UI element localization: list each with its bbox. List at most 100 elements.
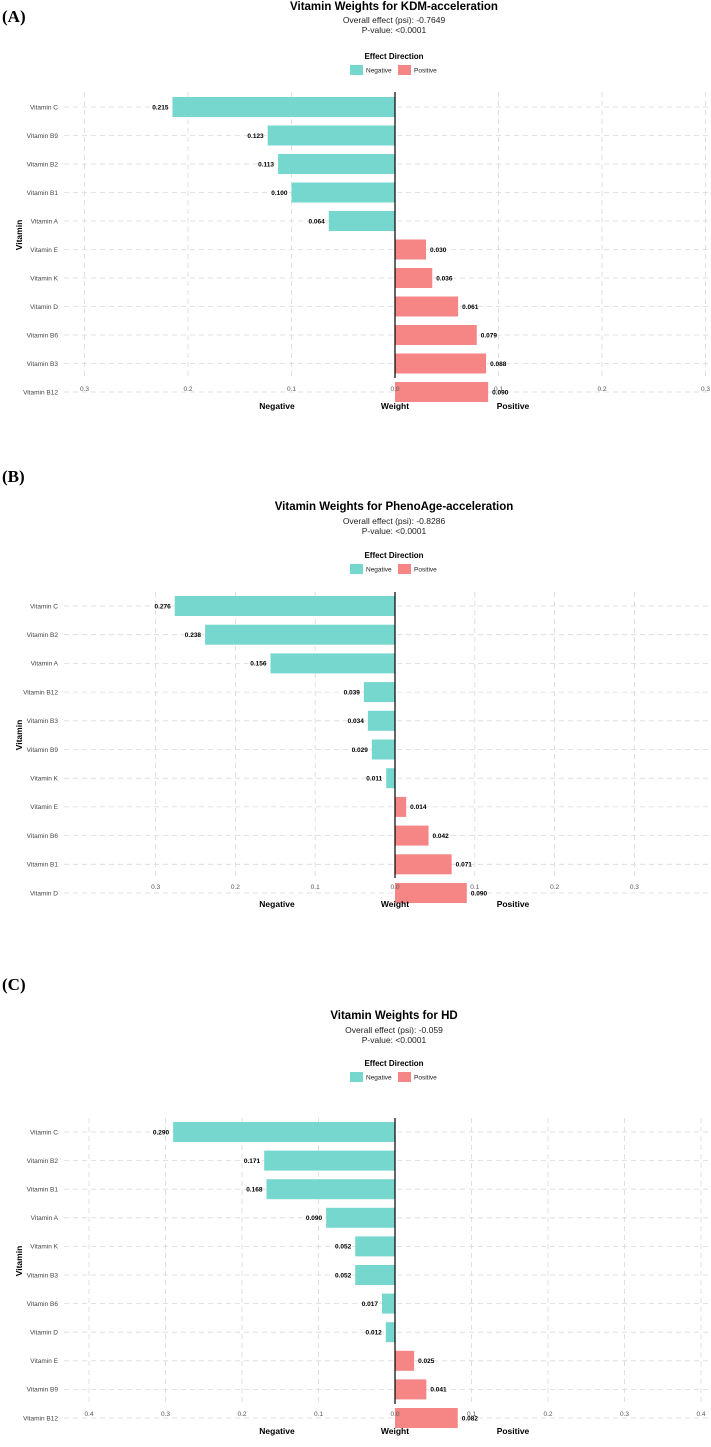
data-label: 0.088 bbox=[490, 361, 507, 368]
data-label: 0.064 bbox=[308, 218, 325, 225]
chart-subtitle-effect: Overall effect (psi): -0.8286 bbox=[343, 516, 446, 526]
category-label: Vitamin C bbox=[30, 1129, 58, 1136]
x-axis-positive-label: Positive bbox=[497, 1426, 530, 1436]
category-label: Vitamin B3 bbox=[27, 361, 59, 368]
category-label: Vitamin B2 bbox=[27, 632, 59, 639]
x-tick-label: 0.0 bbox=[390, 884, 399, 891]
bar-vitamin-c bbox=[172, 97, 395, 117]
data-label: 0.090 bbox=[306, 1215, 323, 1222]
category-label: Vitamin C bbox=[30, 104, 58, 111]
data-label: 0.011 bbox=[366, 776, 382, 783]
bar-vitamin-k bbox=[355, 1236, 395, 1257]
x-axis-negative-label: Negative bbox=[259, 401, 295, 411]
data-label: 0.014 bbox=[410, 804, 427, 811]
data-label: 0.168 bbox=[246, 1187, 263, 1194]
category-label: Vitamin D bbox=[30, 890, 58, 897]
chart-title: Vitamin Weights for HD bbox=[330, 1010, 457, 1022]
legend-swatch-negative bbox=[350, 564, 363, 574]
chart-title: Vitamin Weights for PhenoAge-acceleratio… bbox=[275, 501, 514, 513]
bar-vitamin-d bbox=[395, 883, 467, 903]
legend-label-negative: Negative bbox=[366, 1075, 392, 1082]
bar-vitamin-b6 bbox=[395, 325, 477, 345]
bar-vitamin-b6 bbox=[381, 1293, 395, 1314]
category-label: Vitamin D bbox=[30, 1330, 58, 1337]
data-label: 0.123 bbox=[247, 133, 264, 140]
category-label: Vitamin E bbox=[30, 247, 58, 254]
data-label: 0.041 bbox=[430, 1387, 447, 1394]
x-tick-label: 0.0 bbox=[390, 1411, 399, 1418]
category-label: Vitamin K bbox=[30, 1244, 58, 1251]
legend-swatch-negative bbox=[350, 65, 363, 75]
data-label: 0.025 bbox=[418, 1358, 435, 1365]
data-label: 0.290 bbox=[153, 1129, 170, 1136]
category-label: Vitamin K bbox=[30, 776, 58, 783]
legend-title: Effect Direction bbox=[364, 52, 423, 61]
bar-vitamin-b1 bbox=[266, 1179, 395, 1200]
data-label: 0.238 bbox=[185, 632, 202, 639]
data-label: 0.012 bbox=[366, 1330, 383, 1337]
category-label: Vitamin B1 bbox=[27, 1187, 59, 1194]
bar-vitamin-c bbox=[173, 1122, 395, 1142]
bar-vitamin-b12 bbox=[363, 682, 395, 703]
x-tick-label: 0.1 bbox=[314, 1411, 323, 1418]
category-label: Vitamin B9 bbox=[27, 747, 59, 754]
category-label: Vitamin B6 bbox=[27, 332, 59, 339]
category-label: Vitamin B3 bbox=[27, 1272, 59, 1279]
data-label: 0.100 bbox=[271, 190, 288, 197]
bar-vitamin-b2 bbox=[264, 1150, 395, 1171]
x-axis-title: Weight bbox=[381, 1426, 409, 1436]
category-label: Vitamin A bbox=[31, 661, 59, 668]
bar-vitamin-e bbox=[395, 796, 407, 817]
x-tick-label: 0.3 bbox=[630, 884, 639, 891]
bar-vitamin-a bbox=[328, 211, 395, 231]
category-label: Vitamin B12 bbox=[23, 1415, 58, 1422]
chart-subtitle-effect: Overall effect (psi): -0.7649 bbox=[343, 15, 446, 25]
y-axis-title: Vitamin bbox=[14, 720, 24, 751]
bar-vitamin-b9 bbox=[395, 1379, 427, 1400]
data-label: 0.113 bbox=[258, 161, 274, 168]
x-axis-positive-label: Positive bbox=[497, 401, 530, 411]
x-tick-label: 0.2 bbox=[550, 884, 559, 891]
legend-label-positive: Positive bbox=[414, 567, 437, 574]
data-label: 0.082 bbox=[462, 1415, 479, 1422]
data-label: 0.071 bbox=[456, 862, 473, 869]
x-tick-label: 0.3 bbox=[161, 1411, 170, 1418]
category-label: Vitamin B1 bbox=[27, 862, 59, 869]
x-axis-title: Weight bbox=[381, 899, 409, 909]
data-label: 0.042 bbox=[433, 833, 450, 840]
legend-title: Effect Direction bbox=[364, 551, 423, 560]
data-label: 0.030 bbox=[430, 247, 447, 254]
category-label: Vitamin B9 bbox=[27, 1387, 59, 1394]
category-label: Vitamin B6 bbox=[27, 1301, 59, 1308]
data-label: 0.156 bbox=[250, 661, 267, 668]
legend-label-negative: Negative bbox=[366, 68, 392, 75]
category-label: Vitamin B12 bbox=[23, 689, 58, 696]
x-tick-label: 0.1 bbox=[311, 884, 320, 891]
x-tick-label: 0.2 bbox=[237, 1411, 246, 1418]
data-label: 0.276 bbox=[154, 603, 171, 610]
data-label: 0.052 bbox=[335, 1244, 352, 1251]
data-label: 0.029 bbox=[352, 747, 369, 754]
x-tick-label: 0.1 bbox=[287, 386, 296, 393]
bar-vitamin-e bbox=[395, 1350, 415, 1371]
category-label: Vitamin E bbox=[30, 1358, 58, 1365]
category-label: Vitamin E bbox=[30, 804, 58, 811]
bar-vitamin-b2 bbox=[278, 154, 395, 174]
legend-swatch-positive bbox=[398, 1072, 411, 1082]
x-tick-label: 0.1 bbox=[494, 386, 503, 393]
bar-vitamin-k bbox=[386, 768, 395, 789]
x-tick-label: 0.2 bbox=[597, 386, 606, 393]
y-axis-title: Vitamin bbox=[14, 220, 24, 251]
panel-label: (A) bbox=[2, 7, 26, 26]
x-tick-label: 0.3 bbox=[151, 884, 160, 891]
bar-vitamin-b12 bbox=[395, 382, 489, 402]
x-tick-label: 0.3 bbox=[620, 1411, 629, 1418]
x-tick-label: 0.0 bbox=[390, 386, 399, 393]
legend-swatch-positive bbox=[398, 65, 411, 75]
bar-vitamin-a bbox=[326, 1207, 395, 1228]
panel-label: (B) bbox=[2, 467, 25, 486]
x-tick-label: 0.3 bbox=[80, 386, 89, 393]
x-tick-label: 0.2 bbox=[543, 1411, 552, 1418]
bar-vitamin-k bbox=[395, 268, 433, 288]
